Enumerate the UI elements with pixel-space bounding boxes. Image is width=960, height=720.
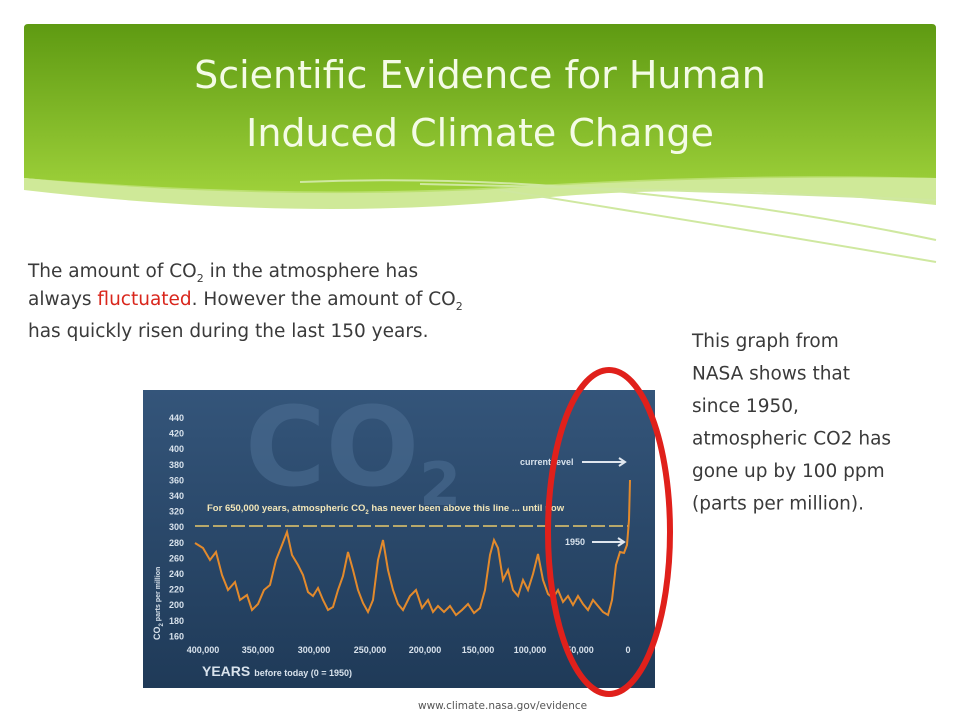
x-tick-label: 50,000 xyxy=(566,645,594,655)
label-text: parts per million xyxy=(155,567,162,623)
y-ticks: 440 420 400 380 360 340 320 300 280 260 240 220 200 1… xyxy=(169,413,184,641)
current-label: current level xyxy=(520,457,574,467)
y-tick-label: 440 xyxy=(169,413,184,423)
title-note: before today (0 = 1950) xyxy=(254,668,352,678)
annotation-sub: 2 xyxy=(365,510,369,516)
side-note-line: NASA shows that xyxy=(692,364,850,385)
body-text: has quickly risen during the last 150 ye… xyxy=(28,321,428,342)
y-tick-label: 180 xyxy=(169,616,184,626)
y-tick-label: 360 xyxy=(169,475,184,485)
x-tick-label: 400,000 xyxy=(187,645,220,655)
arrow xyxy=(582,457,627,467)
y-tick-label: 320 xyxy=(169,507,184,517)
x-tick-label: 150,000 xyxy=(462,645,495,655)
side-note: This graph from NASA shows that since 1950… xyxy=(691,331,891,515)
y-tick-label: 220 xyxy=(169,585,184,595)
text-run: The amount of CO xyxy=(27,261,197,282)
year-label: 1950 xyxy=(565,537,585,547)
side-note-line: since 1950, xyxy=(692,396,799,417)
title-line: Induced Climate Change xyxy=(246,111,714,155)
watermark-text: CO xyxy=(245,383,419,511)
y-axis-label: CO2 parts per million xyxy=(152,567,165,640)
highlight-ellipse xyxy=(545,367,673,697)
y-tick-label: 340 xyxy=(169,491,184,501)
x-tick-label: 300,000 xyxy=(298,645,331,655)
x-tick-label: 200,000 xyxy=(409,645,442,655)
header-band xyxy=(24,24,936,194)
graph: CO2 440420400380360340320300280260240220… xyxy=(143,383,655,688)
subscript: 2 xyxy=(456,300,463,313)
watermark-sub: 2 xyxy=(419,450,461,520)
x-tick-label: 0 xyxy=(625,645,630,655)
y-tick-label: 420 xyxy=(169,429,184,439)
x-tick-label: 250,000 xyxy=(354,645,387,655)
x-tick-label: 350,000 xyxy=(242,645,275,655)
annotation: For 650,000 years, atmospheric CO2 has n… xyxy=(207,503,565,516)
y-tick-label: 380 xyxy=(169,460,184,470)
x-axis-title: YEARS before today (0 = 1950) xyxy=(202,663,352,679)
text-run: always xyxy=(28,289,97,310)
label-text: CO xyxy=(152,627,162,641)
side-note-line: This graph from xyxy=(691,331,839,352)
side-note-line: (parts per million). xyxy=(692,494,864,515)
x-ticks: 400,000 350,000 300,000 250,000 200,000 150,0… xyxy=(187,645,631,655)
side-note-line: atmospheric CO2 has xyxy=(692,429,891,450)
watermark: CO2 xyxy=(245,383,461,520)
x-tick-label: 100,000 xyxy=(514,645,547,655)
y-tick-label: 260 xyxy=(169,553,184,563)
arrow xyxy=(592,537,626,547)
co2-curve xyxy=(194,479,631,617)
annotation-text: has never been above this line ... until… xyxy=(369,503,565,514)
y-tick-label: 160 xyxy=(169,631,184,641)
side-note-line: gone up by 100 ppm xyxy=(692,461,885,482)
y-tick-label: 240 xyxy=(169,569,184,579)
label-sub: 2 xyxy=(159,623,165,627)
highlight: fluctuated xyxy=(97,289,191,310)
y-tick-label: 280 xyxy=(169,538,184,548)
y-tick-label: 400 xyxy=(169,444,184,454)
header-swoosh-lines xyxy=(299,179,937,263)
subscript: 2 xyxy=(197,272,204,285)
text-run: . However the amount of CO xyxy=(192,289,456,310)
body-text: The amount of CO2 in the atmosphere has xyxy=(27,261,418,285)
body-text: always fluctuated. However the amount of… xyxy=(28,289,463,313)
annotation-text: For 650,000 years, atmospheric CO xyxy=(207,503,365,514)
source: www.climate.nasa.gov/evidence xyxy=(418,700,587,712)
y-tick-label: 200 xyxy=(169,600,184,610)
title-text: YEARS xyxy=(202,663,250,679)
y-tick-label: 300 xyxy=(169,522,184,532)
title-line: Scientific Evidence for Human xyxy=(194,53,766,97)
graph-background xyxy=(143,390,655,688)
header-swoosh xyxy=(24,176,936,209)
text-run: in the atmosphere has xyxy=(204,261,418,282)
